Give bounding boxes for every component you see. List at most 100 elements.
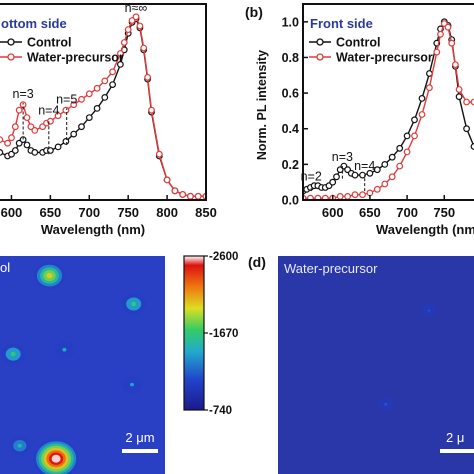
a-data-point [194, 192, 202, 200]
a-data-point [101, 77, 109, 85]
a-data-point [109, 81, 116, 88]
a-data-point [124, 26, 132, 34]
b-data-point [388, 153, 396, 161]
b-data-point [344, 192, 352, 200]
b-data-point [359, 171, 366, 179]
d-map-spot [427, 309, 431, 312]
b-data-point [333, 173, 340, 181]
b-data-point [314, 194, 322, 200]
a-x-tick-label: 650 [40, 205, 62, 220]
a-annotation-label: n=5 [56, 92, 77, 106]
b-data-point [418, 94, 426, 102]
a-data-point [136, 22, 144, 30]
c-map-spot [131, 301, 137, 307]
colorbar [183, 255, 205, 411]
a-data-point [109, 68, 116, 76]
a-data-point [85, 90, 93, 98]
panel-a-title: ottom side [1, 16, 67, 31]
a-data-point [31, 148, 39, 156]
b-y-tick-label: 1.0 [282, 15, 299, 29]
a-legend-marker [7, 53, 15, 61]
a-data-point [62, 137, 70, 145]
b-data-point [329, 178, 337, 186]
b-annotation-label: n=2 [301, 170, 322, 184]
b-data-point [455, 93, 463, 101]
a-data-point [93, 84, 101, 92]
b-data-point [351, 171, 359, 179]
a-data-point [62, 106, 70, 114]
b-legend-label: Water-precursor [336, 51, 433, 65]
b-y-tick-label: 0.4 [282, 122, 299, 136]
a-x-tick-label: 750 [117, 205, 139, 220]
a-annotation-label: n≈∞ [125, 1, 148, 15]
c-map-spot [62, 347, 67, 352]
panel-d-map-background [278, 256, 474, 474]
panel-c-control-pl-map: ol 2 μm -2600 -1670 -740 [0, 251, 238, 474]
panel-d-water-precursor-pl-map: (d) Water-precursor 2 μ [248, 254, 474, 474]
panel-d-letter: (d) [248, 254, 266, 270]
b-y-tick-label: 0.8 [282, 51, 299, 65]
a-data-point [163, 176, 171, 184]
b-y-tick-label: 0.6 [282, 87, 299, 101]
panel-d-label: Water-precursor [284, 261, 378, 276]
panel-a-frame [0, 3, 207, 201]
b-data-point [433, 48, 441, 56]
c-map-spot [130, 382, 134, 387]
b-annotation-label: n=4 [354, 159, 375, 173]
a-data-point [186, 192, 194, 200]
panel-d-scale-bar-label: 2 μ [446, 430, 464, 445]
panel-b-letter: (b) [245, 4, 263, 20]
b-legend-marker [316, 38, 324, 46]
b-data-point [470, 98, 474, 106]
a-data-point [78, 95, 85, 103]
a-data-point [70, 101, 78, 109]
a-data-point [155, 150, 163, 158]
a-data-point [0, 149, 4, 156]
a-legend-label: Water-precursor [27, 51, 124, 65]
a-data-point [179, 191, 187, 198]
a-data-point [15, 106, 23, 114]
panel-b-x-axis-label: Wavelength (nm [376, 222, 474, 237]
c-map-spot [46, 272, 53, 279]
colorbar-tick-label: -2600 [209, 251, 238, 263]
panel-a-bottom-side-spectra: 600 650 700 750 800 850 ottom side ControlWat… [0, 1, 217, 237]
b-data-point [336, 192, 344, 200]
b-data-point [418, 111, 426, 118]
b-y-tick-label: 0.0 [282, 194, 299, 208]
a-data-point [70, 130, 78, 138]
d-map-spot [384, 402, 388, 406]
a-data-point [93, 104, 101, 112]
a-data-point [23, 141, 31, 149]
b-data-point [452, 61, 459, 68]
a-data-point [78, 123, 85, 131]
c-map-spot [17, 443, 22, 448]
a-data-point [85, 114, 93, 121]
b-data-point [444, 23, 452, 31]
b-data-point [388, 173, 396, 181]
a-x-tick-label: 700 [78, 205, 100, 220]
a-data-point [31, 126, 39, 134]
a-data-point [140, 44, 148, 52]
a-legend-label: Control [27, 36, 71, 50]
b-data-point [455, 86, 463, 93]
a-series-1 [0, 13, 206, 200]
b-data-point [426, 84, 433, 92]
a-data-point [132, 13, 140, 21]
a-data-point [11, 147, 19, 154]
b-data-point [359, 191, 366, 199]
b-series-1 [303, 20, 474, 200]
a-data-point [148, 106, 155, 114]
a-x-tick-label: 850 [195, 205, 217, 220]
b-data-point [373, 166, 381, 174]
b-data-point [307, 194, 314, 200]
panel-b-title: Front side [310, 16, 373, 31]
a-data-point [144, 73, 152, 81]
b-data-point [448, 39, 456, 47]
b-data-point [396, 162, 404, 170]
panel-c-label: ol [0, 260, 10, 275]
b-data-point [470, 143, 474, 150]
b-annotation-label: n=3 [332, 150, 353, 164]
